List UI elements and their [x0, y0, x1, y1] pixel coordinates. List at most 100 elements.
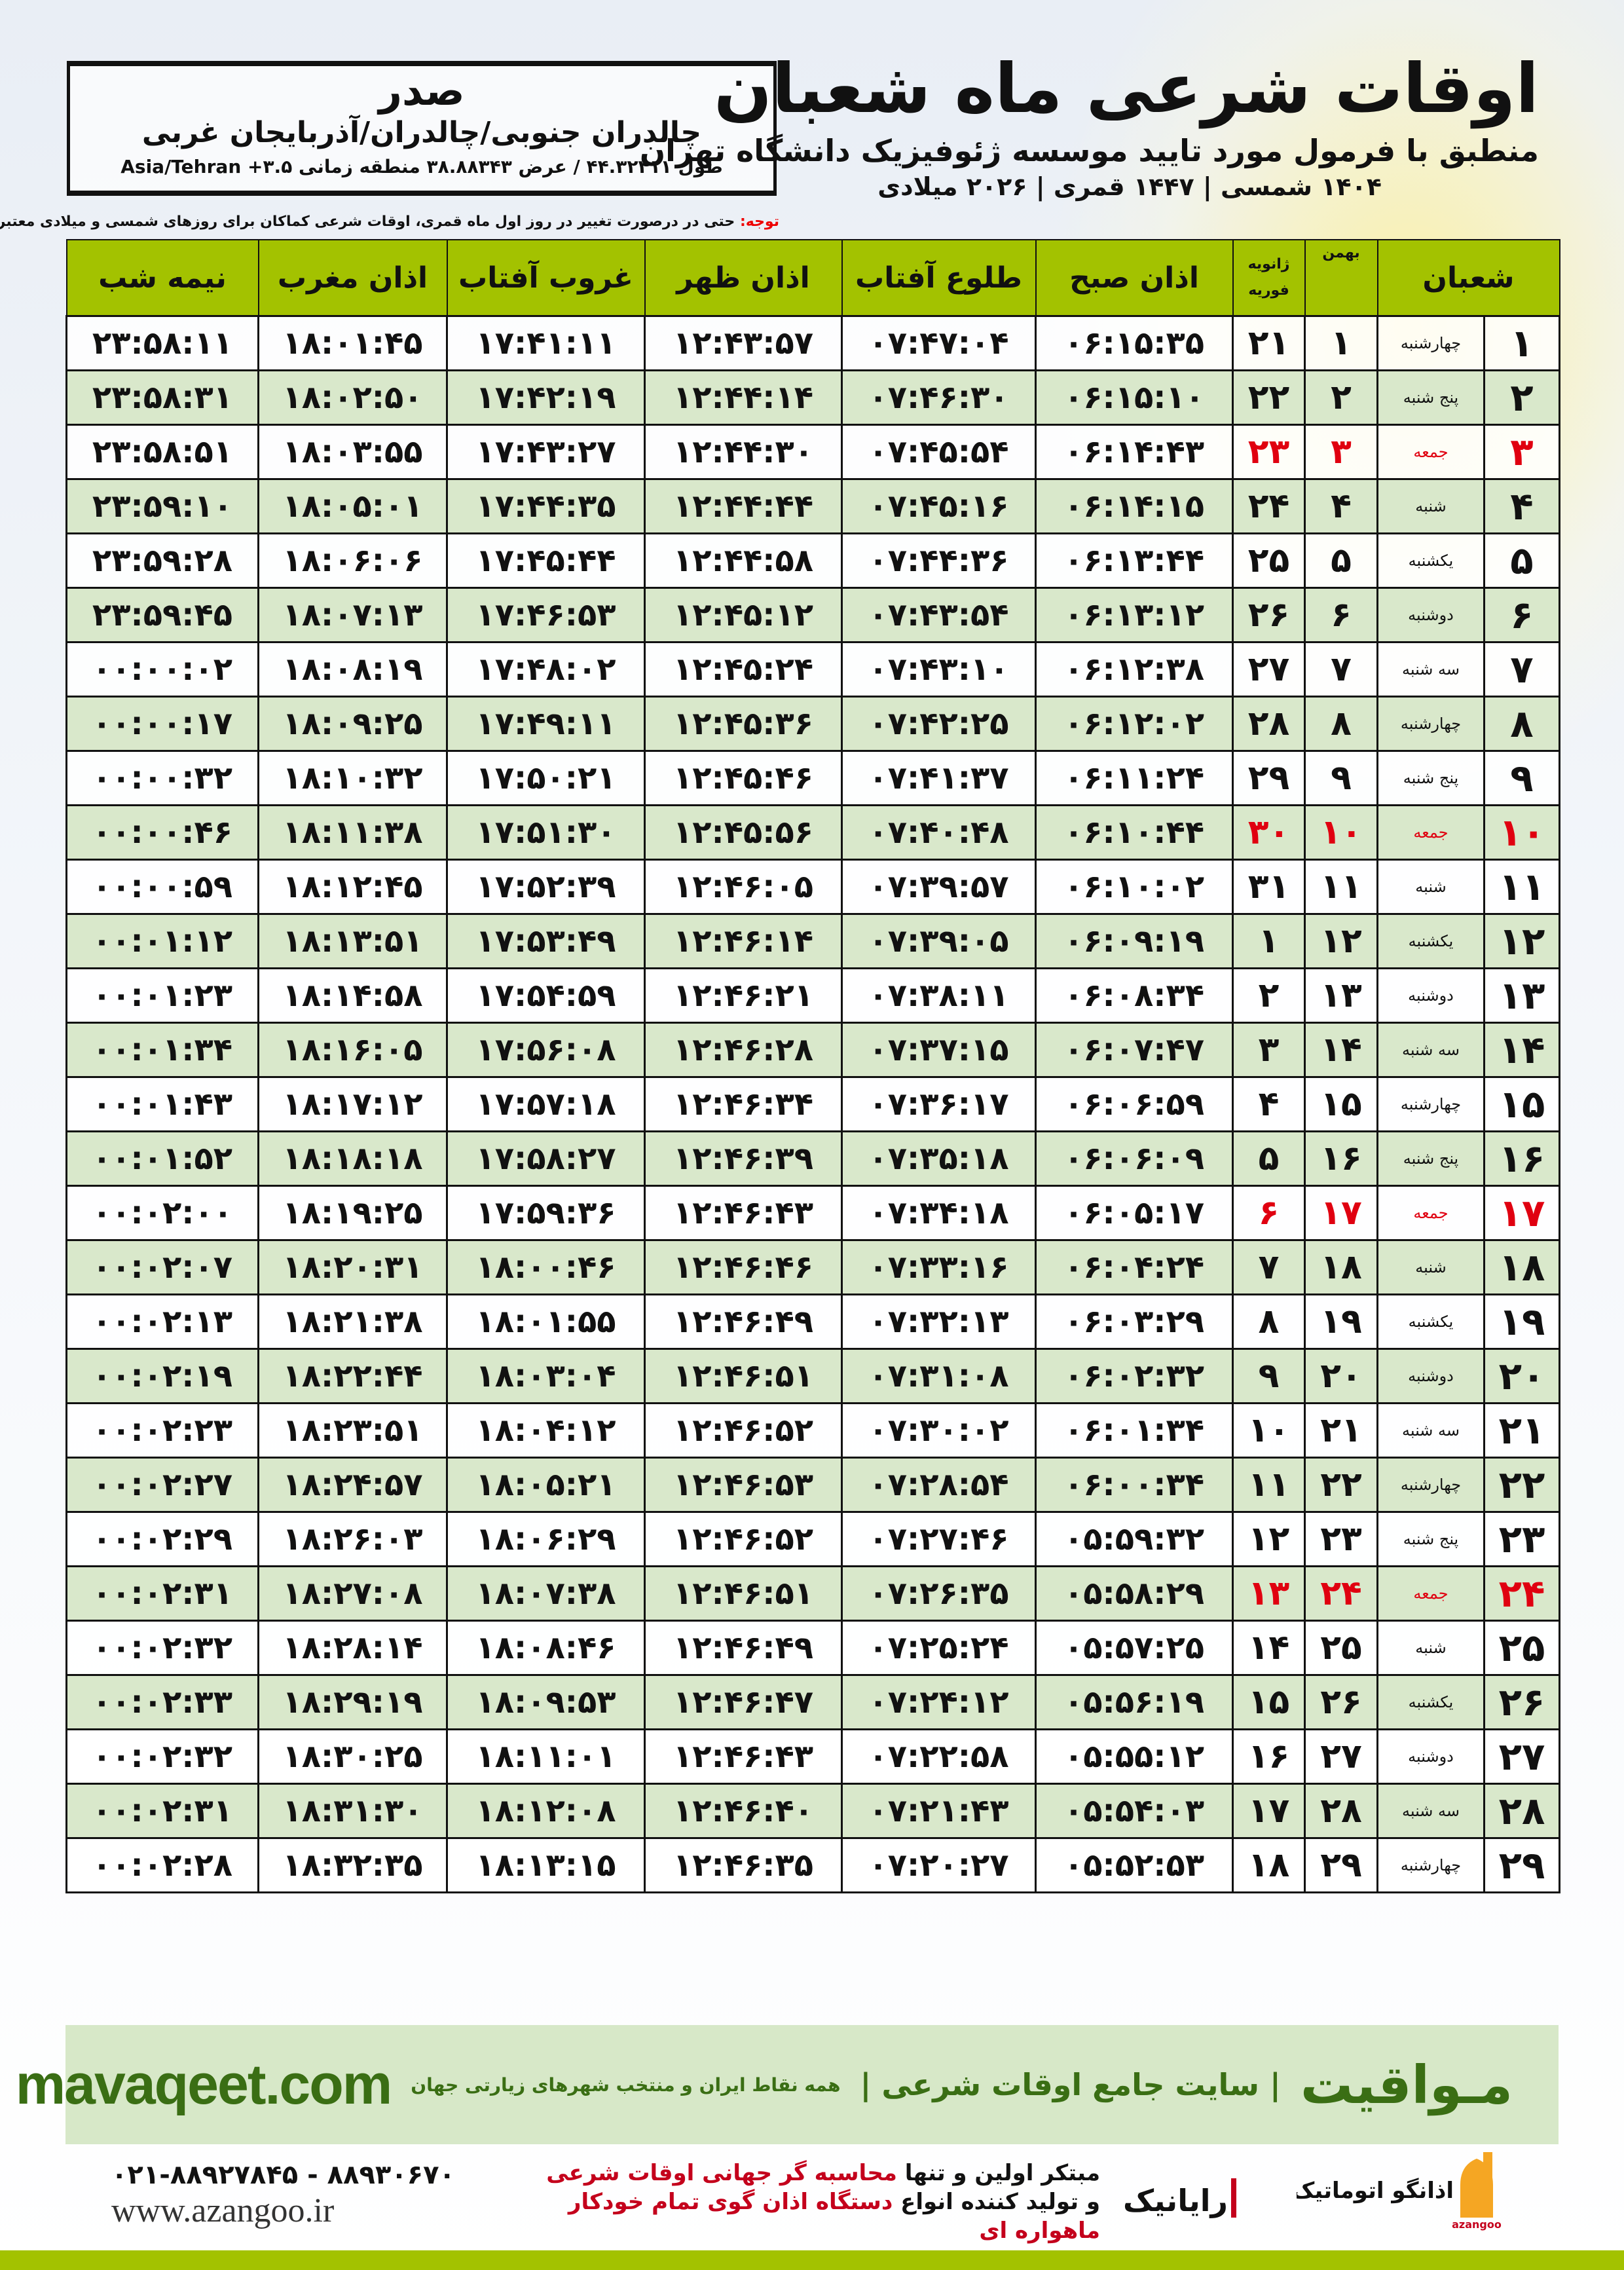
shaban-day: ۲۴ [1483, 1565, 1560, 1622]
shaban-day: ۷ [1483, 641, 1560, 698]
site-link[interactable]: mavaqeet.com [15, 2053, 393, 2116]
sunrise-time: ۰۷:۲۰:۲۷ [841, 1837, 1037, 1893]
sunset-time: ۱۷:۴۲:۱۹ [446, 369, 646, 426]
midnight-time: ۰۰:۰۲:۱۳ [65, 1293, 259, 1350]
weekday: سه شنبه [1376, 1783, 1485, 1839]
sunrise-time: ۰۷:۴۰:۴۸ [841, 804, 1037, 861]
maghrib-time: ۱۸:۲۰:۳۱ [257, 1239, 448, 1295]
bahman-day: ۲۸ [1304, 1783, 1378, 1839]
maghrib-time: ۱۸:۰۲:۵۰ [257, 369, 448, 426]
shaban-day: ۳ [1483, 424, 1560, 480]
shaban-day: ۲۰ [1483, 1348, 1560, 1404]
dhuhr-time: ۱۲:۴۶:۳۴ [644, 1076, 843, 1132]
sunrise-time: ۰۷:۳۵:۱۸ [841, 1130, 1037, 1187]
dhuhr-time: ۱۲:۴۴:۵۸ [644, 532, 843, 589]
dhuhr-time: ۱۲:۴۶:۰۵ [644, 859, 843, 915]
bahman-day: ۱۵ [1304, 1076, 1378, 1132]
fajr-time: ۰۶:۰۷:۴۷ [1035, 1022, 1234, 1078]
midnight-time: ۰۰:۰۰:۵۹ [65, 859, 259, 915]
bahman-day: ۱۰ [1304, 804, 1378, 861]
shaban-day: ۴ [1483, 478, 1560, 534]
page-subtitle: منطبق با فرمول مورد تایید موسسه ژئوفیزیک… [639, 133, 1539, 168]
azangoo-link[interactable]: www.azangoo.ir [111, 2192, 335, 2229]
shaban-day: ۵ [1483, 532, 1560, 589]
gregorian-day: ۱۶ [1232, 1728, 1306, 1785]
gregorian-day: ۳۱ [1232, 859, 1306, 915]
gregorian-day: ۱۵ [1232, 1674, 1306, 1730]
bahman-day: ۱۲ [1304, 913, 1378, 969]
weekday: چهارشنبه [1376, 696, 1485, 752]
slogan-1a: مبتکر اولین و تنها [896, 2160, 1100, 2186]
sunset-time: ۱۷:۵۳:۴۹ [446, 913, 646, 969]
sunset-time: ۱۷:۵۹:۳۶ [446, 1185, 646, 1241]
maghrib-time: ۱۸:۰۶:۰۶ [257, 532, 448, 589]
weekday: پنج شنبه [1376, 1511, 1485, 1567]
shaban-day: ۲۳ [1483, 1511, 1560, 1567]
midnight-time: ۰۰:۰۰:۴۶ [65, 804, 259, 861]
sunset-time: ۱۸:۰۶:۲۹ [446, 1511, 646, 1567]
sunset-time: ۱۷:۵۷:۱۸ [446, 1076, 646, 1132]
mavaqeet-banner: مـواقیت | سایت جامع اوقات شرعی | همه نقا… [16, 2025, 1559, 2144]
maghrib-time: ۱۸:۲۷:۰۸ [257, 1565, 448, 1622]
rayanik-logo: رایانیک [1123, 2178, 1236, 2218]
slogan-2a: و تولید کننده انواع [893, 2189, 1100, 2215]
table-row: ۲۶ یکشنبه ۲۶ ۱۵ ۰۵:۵۶:۱۹ ۰۷:۲۴:۱۲ ۱۲:۴۶:۴۷ ۱۸:۰… [65, 1674, 1560, 1730]
contact-info: ۰۲۱-۸۸۹۲۷۸۴۵ - ۸۸۹۳۰۶۷۰ www.azangoo.ir [111, 2159, 517, 2231]
weekday: یکشنبه [1376, 913, 1485, 969]
table-body: ۱ چهارشنبه ۱ ۲۱ ۰۶:۱۵:۳۵ ۰۷:۴۷:۰۴ ۱۲:۴۳:۵۷ ۱۷:۴… [65, 315, 1560, 1893]
fajr-time: ۰۶:۱۰:۴۴ [1035, 804, 1234, 861]
shaban-day: ۶ [1483, 587, 1560, 643]
fajr-time: ۰۵:۵۴:۰۳ [1035, 1783, 1234, 1839]
bahman-day: ۱۹ [1304, 1293, 1378, 1350]
maghrib-time: ۱۸:۲۹:۱۹ [257, 1674, 448, 1730]
note-text: حتی در درصورت تغییر در روز اول ماه قمری،… [0, 214, 740, 230]
shaban-day: ۱۱ [1483, 859, 1560, 915]
table-header: شعبان بهمن ژانویه فوریه اذان صبح طلوع آفت… [65, 239, 1560, 317]
page-header: اوقات شرعی ماه شعبان منطبق با فرمول مورد… [640, 46, 1539, 203]
gregorian-day: ۱۷ [1232, 1783, 1306, 1839]
maghrib-time: ۱۸:۰۵:۰۱ [257, 478, 448, 534]
dhuhr-time: ۱۲:۴۴:۱۴ [644, 369, 843, 426]
header-fajr: اذان صبح [1035, 239, 1234, 317]
bahman-day: ۲۳ [1304, 1511, 1378, 1567]
dhuhr-time: ۱۲:۴۶:۴۶ [644, 1239, 843, 1295]
midnight-time: ۲۳:۵۸:۵۱ [65, 424, 259, 480]
brand-tagline: | سایت جامع اوقات شرعی | [860, 2067, 1281, 2102]
dhuhr-time: ۱۲:۴۶:۴۰ [644, 1783, 843, 1839]
dhuhr-time: ۱۲:۴۶:۳۹ [644, 1130, 843, 1187]
weekday: پنج شنبه [1376, 750, 1485, 806]
sunrise-time: ۰۷:۲۶:۳۵ [841, 1565, 1037, 1622]
bahman-day: ۶ [1304, 587, 1378, 643]
gregorian-day: ۱۳ [1232, 1565, 1306, 1622]
table-row: ۲۴ جمعه ۲۴ ۱۳ ۰۵:۵۸:۲۹ ۰۷:۲۶:۳۵ ۱۲:۴۶:۵۱ ۱۸:۰۷:… [65, 1565, 1560, 1622]
gregorian-day: ۲ [1232, 967, 1306, 1024]
fajr-time: ۰۵:۵۵:۱۲ [1035, 1728, 1234, 1785]
maghrib-time: ۱۸:۱۱:۳۸ [257, 804, 448, 861]
weekday: یکشنبه [1376, 1674, 1485, 1730]
sunrise-time: ۰۷:۳۶:۱۷ [841, 1076, 1037, 1132]
shaban-day: ۲۸ [1483, 1783, 1560, 1839]
sunrise-time: ۰۷:۳۲:۱۳ [841, 1293, 1037, 1350]
sunset-time: ۱۷:۵۶:۰۸ [446, 1022, 646, 1078]
dhuhr-time: ۱۲:۴۶:۴۷ [644, 1674, 843, 1730]
midnight-time: ۰۰:۰۱:۵۲ [65, 1130, 259, 1187]
sunrise-time: ۰۷:۴۵:۵۴ [841, 424, 1037, 480]
sunrise-time: ۰۷:۲۱:۴۳ [841, 1783, 1037, 1839]
midnight-time: ۰۰:۰۲:۲۸ [65, 1837, 259, 1893]
bahman-day: ۱۶ [1304, 1130, 1378, 1187]
table-row: ۲۸ سه شنبه ۲۸ ۱۷ ۰۵:۵۴:۰۳ ۰۷:۲۱:۴۳ ۱۲:۴۶:۴۰ ۱۸:… [65, 1783, 1560, 1839]
fajr-time: ۰۵:۵۲:۵۳ [1035, 1837, 1234, 1893]
header-gregorian: ژانویه فوریه [1232, 239, 1306, 317]
dhuhr-time: ۱۲:۴۶:۲۱ [644, 967, 843, 1024]
shaban-day: ۹ [1483, 750, 1560, 806]
dhuhr-time: ۱۲:۴۶:۴۳ [644, 1728, 843, 1785]
gregorian-day: ۲۷ [1232, 641, 1306, 698]
gregorian-day: ۱ [1232, 913, 1306, 969]
fajr-time: ۰۵:۵۷:۲۵ [1035, 1620, 1234, 1676]
fajr-time: ۰۶:۰۴:۲۴ [1035, 1239, 1234, 1295]
dhuhr-time: ۱۲:۴۴:۳۰ [644, 424, 843, 480]
sunset-time: ۱۷:۴۳:۲۷ [446, 424, 646, 480]
gregorian-day: ۲۹ [1232, 750, 1306, 806]
table-row: ۱۹ یکشنبه ۱۹ ۸ ۰۶:۰۳:۲۹ ۰۷:۳۲:۱۳ ۱۲:۴۶:۴۹ ۱۸:۰۱… [65, 1293, 1560, 1350]
azangoo-logo: اذانگو اتوماتیک azangoo [1297, 2152, 1502, 2231]
